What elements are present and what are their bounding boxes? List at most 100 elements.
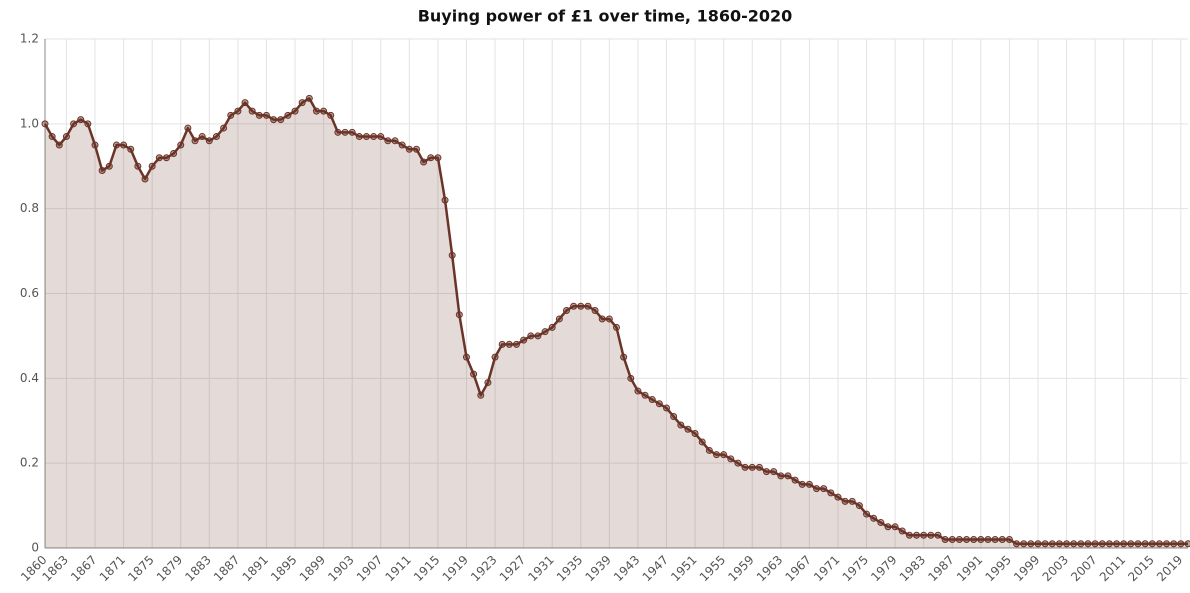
data-point: [884, 523, 892, 531]
data-point: [470, 370, 478, 378]
x-tick-label: 2003: [1040, 553, 1071, 584]
data-point: [998, 536, 1006, 544]
data-point: [1027, 540, 1035, 548]
x-tick-label: 1955: [697, 553, 728, 584]
x-tick-label: 1947: [640, 553, 671, 584]
data-point: [820, 485, 828, 493]
data-point: [713, 451, 721, 459]
data-point: [198, 133, 206, 141]
data-point: [284, 111, 292, 119]
data-point: [798, 480, 806, 488]
data-point: [877, 519, 885, 527]
data-point: [770, 468, 778, 476]
data-point: [1063, 540, 1071, 548]
x-tick-label: 1931: [525, 553, 556, 584]
data-point: [663, 404, 671, 412]
data-point: [841, 497, 849, 505]
x-tick-label: 1927: [497, 553, 528, 584]
data-point: [763, 468, 771, 476]
data-point: [627, 374, 635, 382]
data-point: [1113, 540, 1121, 548]
data-point: [977, 536, 985, 544]
data-point: [913, 531, 921, 539]
data-point: [1163, 540, 1171, 548]
x-tick-label: 1975: [840, 553, 871, 584]
x-tick-label: 2015: [1125, 553, 1156, 584]
data-point: [184, 124, 192, 132]
data-point: [512, 340, 520, 348]
data-point: [1170, 540, 1178, 548]
data-point: [77, 116, 85, 124]
data-point: [991, 536, 999, 544]
data-point: [112, 141, 120, 149]
data-point: [848, 497, 856, 505]
data-point: [84, 120, 92, 128]
data-point: [784, 472, 792, 480]
x-tick-label: 1939: [582, 553, 613, 584]
data-point: [298, 99, 306, 107]
data-point: [448, 251, 456, 259]
data-point: [705, 446, 713, 454]
data-point: [577, 302, 585, 310]
x-tick-label: 1915: [411, 553, 442, 584]
data-point: [191, 137, 199, 145]
data-point: [805, 480, 813, 488]
data-point: [813, 485, 821, 493]
data-point: [591, 306, 599, 314]
data-point: [620, 353, 628, 361]
data-point: [384, 137, 392, 145]
data-point: [334, 128, 342, 136]
x-tick-label: 2019: [1154, 553, 1185, 584]
data-point: [505, 340, 513, 348]
data-point: [827, 489, 835, 497]
data-point: [277, 116, 285, 124]
data-point: [720, 451, 728, 459]
x-tick-label: 1951: [668, 553, 699, 584]
data-point: [91, 141, 99, 149]
x-tick-label: 1959: [725, 553, 756, 584]
data-point: [434, 154, 442, 162]
x-tick-label: 1895: [268, 553, 299, 584]
data-point: [348, 128, 356, 136]
data-point: [655, 400, 663, 408]
area-fill: [45, 98, 1188, 548]
data-point: [248, 107, 256, 115]
data-point: [98, 166, 106, 174]
data-point: [484, 379, 492, 387]
x-tick-label: 1943: [611, 553, 642, 584]
data-point: [870, 514, 878, 522]
x-tick-label: 1891: [240, 553, 271, 584]
chart-title: Buying power of £1 over time, 1860-2020: [418, 7, 793, 26]
data-point: [1120, 540, 1128, 548]
data-point: [670, 413, 678, 421]
data-point: [341, 128, 349, 136]
data-point: [584, 302, 592, 310]
data-point: [684, 425, 692, 433]
data-point: [162, 154, 170, 162]
data-point: [377, 133, 385, 141]
data-point: [477, 391, 485, 399]
data-point: [748, 463, 756, 471]
data-point: [934, 531, 942, 539]
data-point: [920, 531, 928, 539]
data-point: [727, 455, 735, 463]
data-point: [598, 315, 606, 323]
data-point: [1105, 540, 1113, 548]
y-tick-label: 1.2: [20, 32, 39, 46]
y-tick-label: 1.0: [20, 116, 39, 130]
data-point: [1055, 540, 1063, 548]
data-point: [170, 150, 178, 158]
x-tick-label: 1971: [811, 553, 842, 584]
data-point: [1005, 536, 1013, 544]
x-tick-label: 1967: [782, 553, 813, 584]
data-point: [370, 133, 378, 141]
data-point: [1141, 540, 1149, 548]
data-point: [1041, 540, 1049, 548]
data-point: [970, 536, 978, 544]
x-tick-label: 1979: [868, 553, 899, 584]
x-tick-label: 1899: [297, 553, 328, 584]
data-point: [70, 120, 78, 128]
data-point: [605, 315, 613, 323]
data-point: [134, 162, 142, 170]
